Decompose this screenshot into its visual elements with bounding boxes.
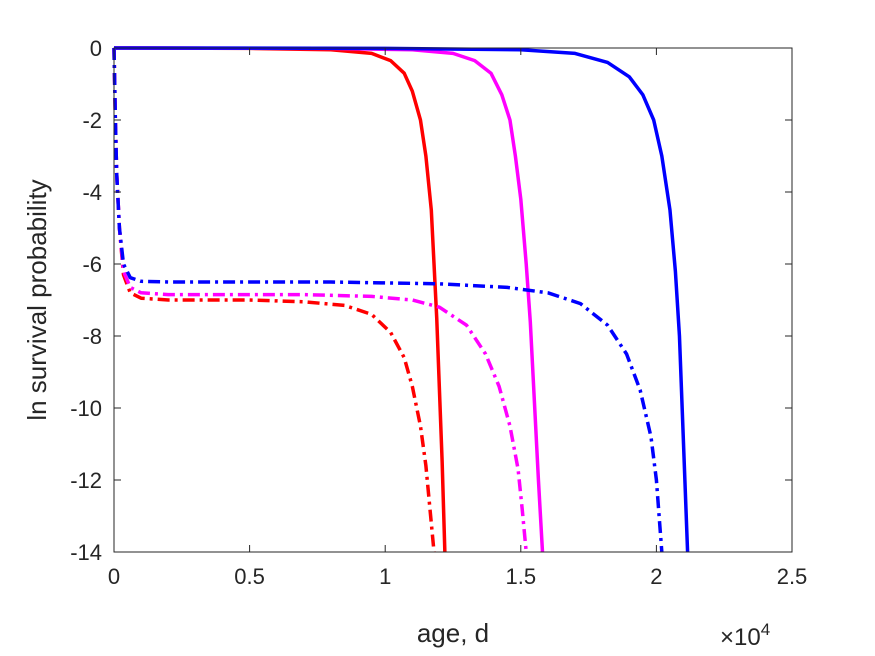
series-line-6: [112, 47, 664, 553]
y-axis: 0 -2 -4 -6 -8 -10 -12 -14: [70, 36, 792, 565]
x-axis-exponent-base: ×10: [720, 624, 761, 651]
x-tick-label: 2: [650, 564, 662, 589]
y-tick-label: -8: [82, 324, 102, 349]
x-axis-exponent-power: 4: [761, 620, 770, 639]
plot-lines: [112, 46, 690, 553]
x-tick-label: 1.5: [506, 564, 537, 589]
y-axis-label: ln survival probability: [22, 179, 52, 420]
x-tick-label: 0: [108, 564, 120, 589]
y-tick-label: -12: [70, 468, 102, 493]
x-tick-label: 0.5: [234, 564, 265, 589]
y-tick-label: -10: [70, 396, 102, 421]
x-axis-exponent: ×104: [720, 620, 770, 651]
y-tick-label: -14: [70, 540, 102, 565]
y-tick-label: 0: [90, 36, 102, 61]
x-tick-label: 2.5: [777, 564, 808, 589]
x-axis-label: age, d: [417, 618, 489, 648]
x-axis: 0 0.5 1 1.5 2 2.5: [108, 48, 807, 589]
series-line-1: [113, 46, 447, 553]
y-tick-label: -2: [82, 108, 102, 133]
x-tick-label: 1: [379, 564, 391, 589]
y-tick-label: -4: [82, 180, 102, 205]
y-tick-label: -6: [82, 252, 102, 277]
series-line-2: [113, 46, 545, 553]
series-line-3: [113, 46, 690, 553]
plot-frame: [113, 47, 793, 553]
series-line-4: [112, 47, 436, 553]
